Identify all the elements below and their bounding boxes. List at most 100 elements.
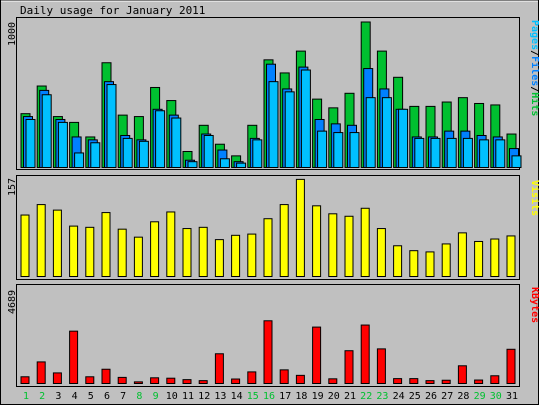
kbytes-bar <box>425 380 435 385</box>
kbytes-bar <box>166 377 176 384</box>
visits-bar <box>101 212 111 277</box>
visits-bar <box>441 243 451 277</box>
pages-bar <box>155 110 166 168</box>
pages-bar <box>284 91 295 168</box>
pages-bar <box>381 97 392 168</box>
pages-bar <box>171 117 182 168</box>
pages-bar <box>462 137 473 168</box>
pages-bar <box>187 161 198 168</box>
panel-kbytes-ymax: 4689 <box>7 290 18 314</box>
panel-visits-ymax: 157 <box>7 178 18 196</box>
kbytes-bar <box>247 371 257 384</box>
day-label: 11 <box>182 391 194 402</box>
pages-bar <box>41 94 52 168</box>
visits-bar <box>69 225 79 277</box>
kbytes-bar <box>490 375 500 385</box>
panel-hits: 1000 <box>7 17 522 170</box>
kbytes-bar <box>376 348 386 384</box>
day-label: 9 <box>153 391 159 402</box>
visits-bar <box>166 211 176 277</box>
panel-hits-frame <box>16 17 520 170</box>
chart-title: Daily usage for January 2011 <box>20 4 205 17</box>
pages-bar <box>268 81 279 168</box>
kbytes-bar <box>85 376 95 385</box>
day-label: 7 <box>120 391 126 402</box>
kbytes-bar <box>328 378 338 385</box>
kbytes-bar <box>52 372 62 384</box>
day-label: 26 <box>425 391 437 402</box>
day-label: 29 <box>474 391 486 402</box>
legend-separator: / <box>529 50 539 56</box>
kbytes-bar <box>441 379 451 384</box>
visits-bar <box>425 251 435 278</box>
visits-bar <box>182 228 192 278</box>
day-label: 31 <box>506 391 518 402</box>
kbytes-bar <box>117 376 127 384</box>
pages-bar <box>333 132 344 168</box>
pages-bar <box>349 132 360 168</box>
kbytes-bar <box>344 350 354 384</box>
legend-pages: Pages <box>529 20 539 50</box>
pages-bar <box>25 118 36 168</box>
day-label: 15 <box>247 391 259 402</box>
pages-bar <box>106 84 117 168</box>
kbytes-bar <box>214 353 224 384</box>
day-label: 18 <box>295 391 307 402</box>
pages-bar <box>122 137 133 168</box>
kbytes-bar <box>312 326 322 385</box>
day-label: 2 <box>39 391 45 402</box>
day-label: 14 <box>231 391 243 402</box>
panel-visits: 157 <box>7 175 520 280</box>
day-label: 17 <box>279 391 291 402</box>
kbytes-bar <box>506 348 516 385</box>
pages-bar <box>430 137 441 168</box>
kbytes-bar <box>295 374 305 384</box>
visits-bar <box>231 234 241 277</box>
kbytes-bar <box>36 361 46 384</box>
panel-hits-ymax: 1000 <box>7 22 18 46</box>
pages-bar <box>446 137 457 168</box>
visits-bar <box>344 215 354 277</box>
kbytes-bar <box>101 368 111 384</box>
day-label: 12 <box>198 391 210 402</box>
visits-bar <box>133 236 143 277</box>
kbytes-bar <box>150 377 160 385</box>
pages-bar <box>300 69 311 168</box>
day-label: 10 <box>166 391 178 402</box>
visits-bar <box>150 221 160 277</box>
day-label: 6 <box>104 391 110 402</box>
panel-kbytes-frame <box>16 284 520 387</box>
visits-bar <box>506 235 516 277</box>
legend-separator: / <box>529 86 539 92</box>
day-label: 8 <box>136 391 142 402</box>
kbytes-bar <box>360 324 370 385</box>
day-label: 20 <box>328 391 340 402</box>
kbytes-bar <box>198 380 208 385</box>
day-label: 16 <box>263 391 275 402</box>
day-label: 28 <box>457 391 469 402</box>
pages-bar <box>90 142 101 168</box>
legend-files: Files <box>529 56 539 86</box>
legend-hits: Hits <box>529 92 539 116</box>
pages-bar <box>203 134 214 169</box>
day-label: 21 <box>344 391 356 402</box>
kbytes-bar <box>263 320 273 384</box>
pages-bar <box>365 97 376 168</box>
legend-kbytes: KBytes <box>529 287 539 323</box>
visits-bar <box>490 238 500 277</box>
visits-bar <box>474 240 484 277</box>
day-label: 25 <box>409 391 421 402</box>
visits-bar <box>117 228 127 278</box>
visits-bar <box>20 214 30 278</box>
panel-visits-frame <box>16 175 520 280</box>
visits-bar <box>247 233 257 277</box>
pages-bar <box>317 130 328 168</box>
visits-bar <box>52 209 62 277</box>
kbytes-bar <box>393 378 403 385</box>
visits-bar <box>393 245 403 278</box>
pages-bar <box>511 155 522 169</box>
day-label: 30 <box>490 391 502 402</box>
kbytes-bar <box>20 376 30 385</box>
kbytes-bar <box>409 378 419 385</box>
day-label: 13 <box>214 391 226 402</box>
